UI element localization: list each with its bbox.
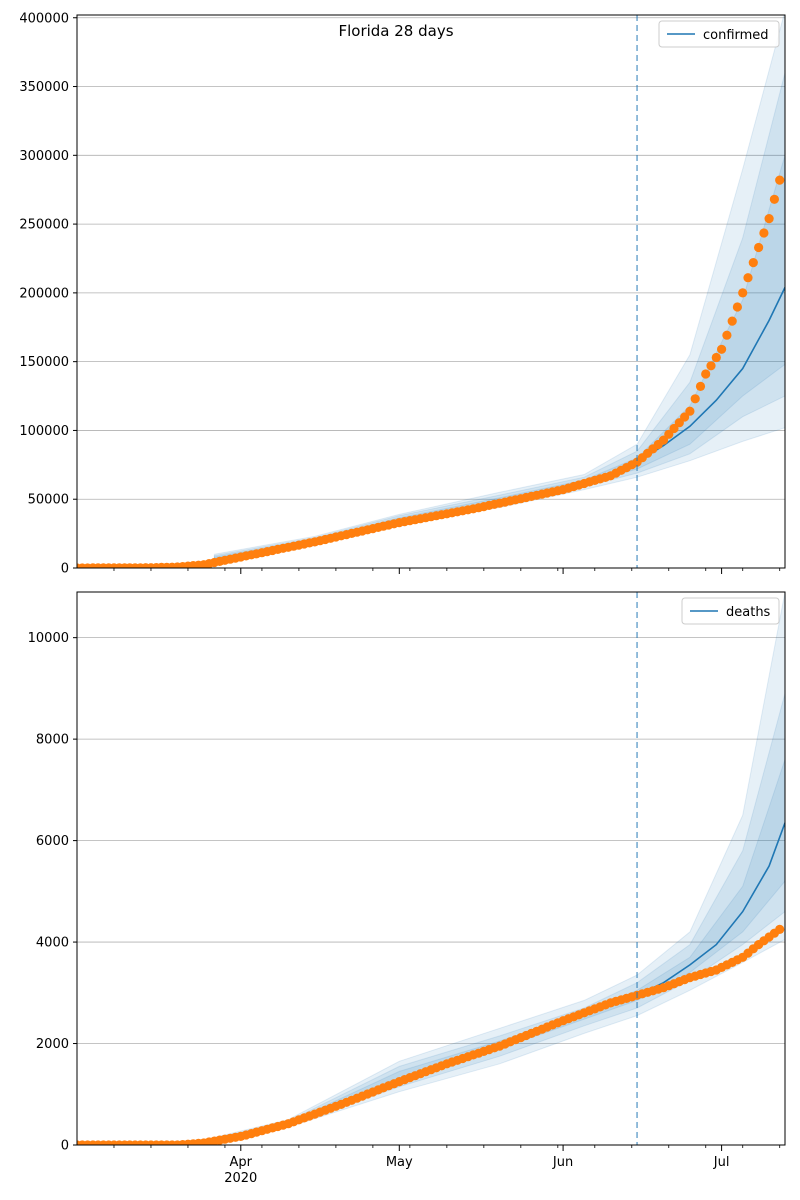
legend-label: confirmed (703, 28, 769, 43)
observed-point (775, 175, 785, 185)
observed-point (775, 924, 785, 935)
confidence-band (213, 759, 785, 1142)
observed-point (680, 412, 690, 422)
confidence-band (213, 693, 785, 1143)
y-tick-label: 6000 (36, 834, 69, 849)
observed-point (732, 302, 743, 312)
observed-point (669, 423, 679, 434)
legend-box (681, 597, 780, 625)
observed-point (722, 330, 732, 340)
legend: deaths (681, 597, 780, 625)
confidence-band (213, 592, 785, 1144)
observed-point (759, 228, 769, 238)
observed-point (711, 352, 721, 363)
x-tick-label: Apr (230, 1155, 253, 1170)
y-tick-label: 100000 (19, 424, 69, 439)
y-tick-label: 150000 (19, 355, 69, 370)
confidence-band (213, 72, 785, 561)
observed-point (701, 369, 711, 379)
observed-point (738, 288, 748, 298)
y-tick-label: 300000 (19, 149, 69, 164)
legend-box (658, 20, 780, 48)
observed-point (754, 242, 764, 253)
x-tick-label: Jul (713, 1155, 730, 1170)
y-tick-label: 4000 (36, 936, 69, 951)
observed-point (685, 406, 695, 416)
y-tick-label: 2000 (36, 1037, 69, 1052)
observed-point (717, 344, 727, 354)
y-tick-label: 8000 (36, 733, 69, 748)
chart-panel-1: 0 50000 100000 150000 200000 250000 300000 3500… (19, 11, 786, 577)
y-tick-label: 10000 (28, 631, 69, 646)
observed-point (690, 394, 700, 404)
y-tick-label: 350000 (19, 80, 69, 95)
y-tick-label: 250000 (19, 218, 69, 233)
x-tick-sublabel: 2020 (224, 1171, 257, 1186)
x-tick-label: Jun (552, 1155, 573, 1170)
observed-point (764, 214, 774, 224)
y-tick-label: 50000 (28, 493, 69, 508)
observed-point (743, 273, 753, 283)
observed-point (769, 194, 780, 204)
y-tick-label: 0 (61, 562, 69, 577)
observed-point (695, 381, 706, 391)
y-tick-label: 200000 (19, 286, 69, 301)
observed-point (727, 316, 737, 326)
confidence-band (213, 15, 785, 562)
x-tick-label: May (386, 1155, 413, 1170)
observed-point (706, 361, 716, 371)
y-tick-label: 0 (61, 1139, 69, 1154)
y-tick-label: 400000 (19, 11, 69, 26)
plot-area (77, 15, 785, 568)
legend: confirmed (658, 20, 780, 48)
plot-area (77, 592, 785, 1145)
observed-point (748, 258, 758, 268)
legend-label: deaths (726, 605, 771, 620)
chart-title: Florida 28 days (338, 22, 453, 40)
plot-frame (76, 591, 786, 1146)
plot-frame (76, 14, 786, 569)
observed-point (658, 435, 669, 445)
